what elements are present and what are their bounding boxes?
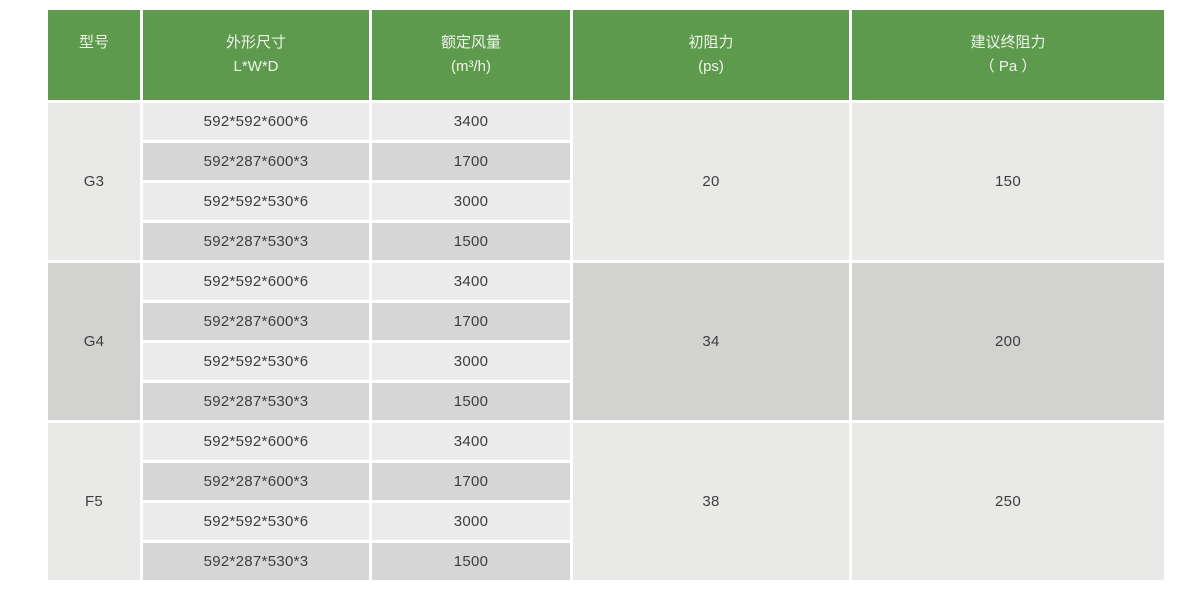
size-cell: 592*592*530*6 xyxy=(143,343,369,380)
header-title: 外形尺寸 xyxy=(225,34,286,51)
size-cell: 592*287*530*3 xyxy=(143,543,369,580)
spec-table: 型号 外形尺寸 L*W*D 额定风量 (m³/h) 初阻力 (ps) 建议终阻力… xyxy=(45,7,1167,583)
table-row: G4 592*592*600*6 3400 34 200 xyxy=(48,263,1164,420)
table-row: F5 592*592*600*6 3400 38 250 xyxy=(48,423,1164,580)
airflow-cell: 1500 xyxy=(372,223,570,260)
size-cell: 592*287*600*3 xyxy=(143,463,369,500)
column-header-model: 型号 xyxy=(48,10,140,100)
table-row: G3 592*592*600*6 3400 20 150 xyxy=(48,103,1164,260)
airflow-cell: 3000 xyxy=(372,343,570,380)
header-title: 建议终阻力 xyxy=(970,34,1046,51)
size-cell: 592*592*600*6 xyxy=(143,103,369,140)
initial-resistance-cell: 34 xyxy=(573,263,849,420)
final-resistance-cell: 250 xyxy=(852,423,1164,580)
column-header-dimensions: 外形尺寸 L*W*D xyxy=(143,10,369,100)
final-resistance-cell: 150 xyxy=(852,103,1164,260)
model-cell: F5 xyxy=(48,423,140,580)
airflow-cell: 3000 xyxy=(372,183,570,220)
header-subtitle: L*W*D xyxy=(233,58,279,75)
airflow-cell: 1500 xyxy=(372,543,570,580)
table-row: 592*287*600*3 1700 xyxy=(48,463,1164,500)
size-cell: 592*592*600*6 xyxy=(143,423,369,460)
table-row: 592*287*530*3 1500 xyxy=(48,543,1164,580)
airflow-cell: 1700 xyxy=(372,143,570,180)
airflow-cell: 1700 xyxy=(372,303,570,340)
airflow-cell: 1500 xyxy=(372,383,570,420)
final-resistance-cell: 200 xyxy=(852,263,1164,420)
column-header-initial-resistance: 初阻力 (ps) xyxy=(573,10,849,100)
table-row: 592*592*530*6 3000 xyxy=(48,183,1164,220)
table-row: 592*287*530*3 1500 xyxy=(48,223,1164,260)
size-cell: 592*287*600*3 xyxy=(143,143,369,180)
table-row: 592*287*600*3 1700 xyxy=(48,143,1164,180)
header-title: 初阻力 xyxy=(688,34,734,51)
header-title: 型号 xyxy=(78,34,109,51)
size-cell: 592*592*600*6 xyxy=(143,263,369,300)
header-subtitle: （ Pa ） xyxy=(979,58,1037,75)
header-subtitle: (ps) xyxy=(698,58,724,75)
header-row: 型号 外形尺寸 L*W*D 额定风量 (m³/h) 初阻力 (ps) 建议终阻力… xyxy=(48,10,1164,100)
column-header-final-resistance: 建议终阻力 （ Pa ） xyxy=(852,10,1164,100)
model-cell: G4 xyxy=(48,263,140,420)
airflow-cell: 3000 xyxy=(372,503,570,540)
table-row: 592*287*600*3 1700 xyxy=(48,303,1164,340)
size-cell: 592*287*600*3 xyxy=(143,303,369,340)
airflow-cell: 3400 xyxy=(372,263,570,300)
table-row: 592*592*530*6 3000 xyxy=(48,503,1164,540)
size-cell: 592*287*530*3 xyxy=(143,223,369,260)
size-cell: 592*287*530*3 xyxy=(143,383,369,420)
airflow-cell: 1700 xyxy=(372,463,570,500)
size-cell: 592*592*530*6 xyxy=(143,503,369,540)
header-title: 额定风量 xyxy=(440,34,501,51)
size-cell: 592*592*530*6 xyxy=(143,183,369,220)
table-row: 592*592*530*6 3000 xyxy=(48,343,1164,380)
initial-resistance-cell: 20 xyxy=(573,103,849,260)
initial-resistance-cell: 38 xyxy=(573,423,849,580)
airflow-cell: 3400 xyxy=(372,423,570,460)
column-header-airflow: 额定风量 (m³/h) xyxy=(372,10,570,100)
model-cell: G3 xyxy=(48,103,140,260)
header-subtitle: (m³/h) xyxy=(451,58,491,75)
airflow-cell: 3400 xyxy=(372,103,570,140)
table-row: 592*287*530*3 1500 xyxy=(48,383,1164,420)
